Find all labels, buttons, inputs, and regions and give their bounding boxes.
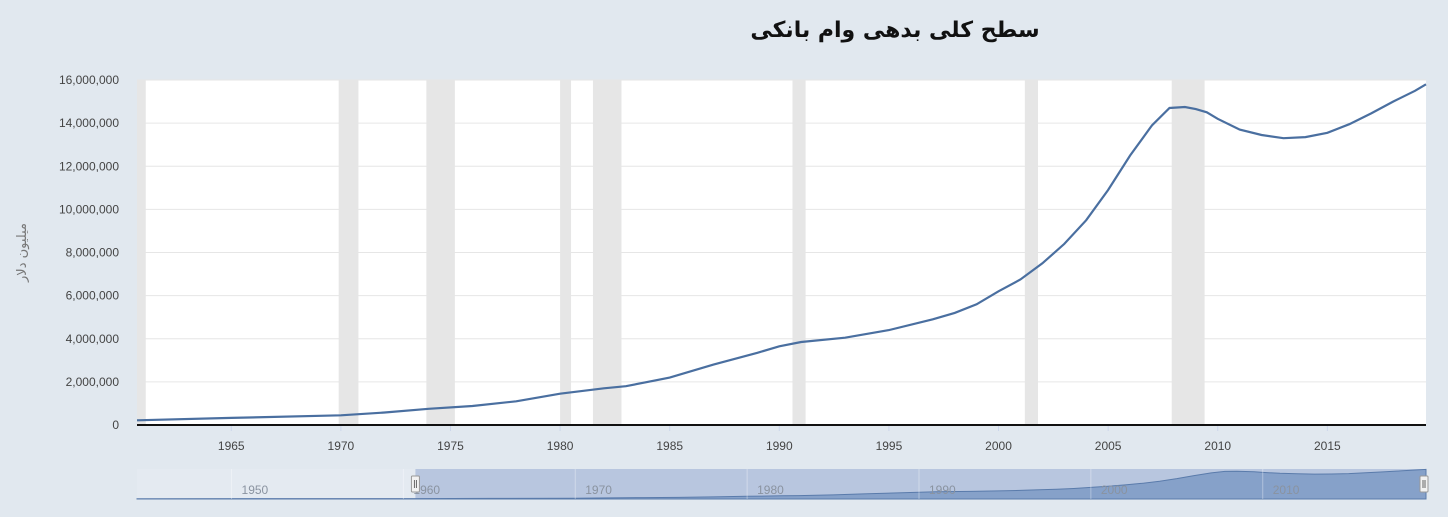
y-tick-label: 8,000,000 <box>66 246 120 260</box>
x-tick-label: 1990 <box>766 439 793 453</box>
series-line <box>136 83 1427 422</box>
navigator-tick-label: 1960 <box>413 483 440 497</box>
navigator-series-area <box>136 468 1427 500</box>
navigator-tick-label: 2010 <box>1273 483 1300 497</box>
y-tick-label: 6,000,000 <box>66 289 120 303</box>
x-tick-label: 1970 <box>328 439 355 453</box>
x-tick-label: 1980 <box>547 439 574 453</box>
navigator-axis: 1950 1960 1970 1980 1990 2000 2010 <box>231 469 1300 499</box>
y-tick-label: 10,000,000 <box>59 202 119 216</box>
navigator-right-handle[interactable] <box>1419 475 1429 493</box>
navigator-tick-label: 1970 <box>585 483 612 497</box>
y-tick-label: 4,000,000 <box>66 332 120 346</box>
y-tick-label: 14,000,000 <box>59 116 119 130</box>
gridlines <box>137 79 1426 383</box>
range-navigator[interactable]: 1950 1960 1970 1980 1990 2000 2010 <box>136 468 1429 500</box>
navigator-tick-label: 1980 <box>757 483 784 497</box>
x-axis: 1965 1970 1975 1980 1985 1990 1995 2000 2005 2010… <box>218 425 1341 453</box>
y-tick-label: 0 <box>112 418 119 432</box>
x-tick-label: 1985 <box>656 439 683 453</box>
navigator-tick-label: 1950 <box>242 483 269 497</box>
x-tick-label: 2005 <box>1095 439 1122 453</box>
y-tick-label: 16,000,000 <box>59 73 119 87</box>
x-tick-label: 1995 <box>876 439 903 453</box>
y-tick-label: 12,000,000 <box>59 159 119 173</box>
chart-title: سطح کلی بدهی وام بانکی <box>750 18 1040 43</box>
y-axis-label: میلیون دلار <box>15 223 30 283</box>
y-tick-label: 2,000,000 <box>66 375 120 389</box>
x-tick-label: 2015 <box>1314 439 1341 453</box>
navigator-handle-grip[interactable] <box>1419 475 1429 493</box>
x-tick-label: 2000 <box>985 439 1012 453</box>
navigator-handle-grip[interactable] <box>410 475 420 493</box>
navigator-left-handle[interactable] <box>410 475 420 493</box>
y-axis: 0 2,000,000 4,000,000 6,000,000 8,000,000 10,… <box>59 73 119 432</box>
x-tick-label: 1975 <box>437 439 464 453</box>
x-tick-label: 1965 <box>218 439 245 453</box>
navigator-tick-label: 2000 <box>1101 483 1128 497</box>
navigator-tick-label: 1990 <box>929 483 956 497</box>
x-tick-label: 2010 <box>1204 439 1231 453</box>
